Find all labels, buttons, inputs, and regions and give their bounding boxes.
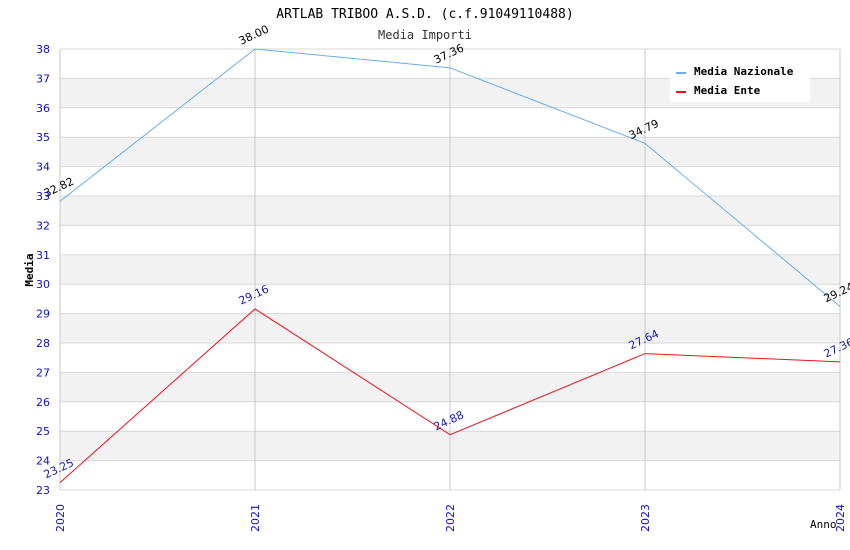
- x-tick-label: 2021: [249, 504, 262, 532]
- y-tick-label: 28: [36, 337, 50, 350]
- y-tick-label: 25: [36, 425, 50, 438]
- series-line-media-nazionale: [59, 48, 841, 307]
- y-tick-label: 38: [36, 43, 50, 56]
- y-tick-label: 23: [36, 484, 50, 497]
- x-tick-label: 2020: [54, 504, 67, 532]
- y-tick-label: 34: [36, 161, 50, 174]
- y-tick-label: 31: [36, 249, 50, 262]
- legend-label-media-ente: Media Ente: [694, 84, 761, 97]
- legend-box: [670, 60, 810, 102]
- y-tick-label: 27: [36, 366, 50, 379]
- y-tick-label: 32: [36, 219, 50, 232]
- x-tick-label: 2022: [444, 504, 457, 532]
- y-axis-label: Media: [23, 253, 36, 286]
- x-tick-labels: 2020 2021 2022 2023 2024: [54, 504, 847, 532]
- y-tick-label: 30: [36, 278, 50, 291]
- data-label: 24.88: [432, 408, 466, 433]
- chart-title: ARTLAB TRIBOO A.S.D. (c.f.91049110488): [276, 7, 573, 22]
- y-tick-label: 37: [36, 72, 50, 85]
- y-tick-label: 29: [36, 308, 50, 321]
- y-tick-label: 36: [36, 102, 50, 115]
- series-line-media-ente: [59, 308, 841, 484]
- x-axis-label: Anno: [810, 518, 837, 531]
- y-tick-label: 26: [36, 396, 50, 409]
- data-label: 37.36: [432, 41, 466, 66]
- x-tick-label: 2024: [834, 504, 847, 532]
- data-label: 38.00: [237, 23, 271, 48]
- series-group: [59, 48, 841, 484]
- legend-label-media-nazionale: Media Nazionale: [694, 65, 794, 78]
- data-label: 29.16: [237, 283, 271, 308]
- x-tick-label: 2023: [639, 504, 652, 532]
- y-tick-label: 24: [36, 455, 50, 468]
- chart-subtitle: Media Importi: [378, 28, 472, 42]
- y-tick-labels: 23 24 25 26 27 28 29 30 31 32 33 34 35 36 37 38: [36, 43, 50, 497]
- legend: Media Nazionale Media Ente: [670, 60, 810, 102]
- axes: [59, 49, 841, 490]
- y-tick-label: 33: [36, 190, 50, 203]
- y-tick-label: 35: [36, 131, 50, 144]
